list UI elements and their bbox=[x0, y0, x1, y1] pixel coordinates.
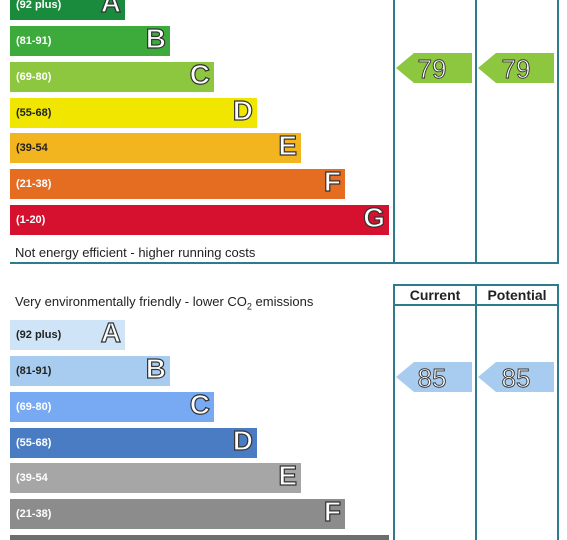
caption-prefix: Very environmentally friendly - lower CO bbox=[15, 294, 247, 309]
energy-current-divider bbox=[393, 0, 395, 264]
band-letter: B bbox=[145, 352, 166, 384]
band-range: (1-20) bbox=[16, 214, 46, 226]
energy-current-arrow-shape bbox=[396, 53, 472, 83]
environment-right-border bbox=[557, 284, 559, 540]
energy-band-d: (55-68) D bbox=[10, 94, 257, 128]
band-range: (92 plus) bbox=[16, 329, 62, 341]
energy-band-b: (81-91) B bbox=[10, 22, 170, 56]
environment-potential-arrow: 85 bbox=[478, 362, 554, 392]
band-range: (55-68) bbox=[16, 437, 52, 449]
band-range: (92 plus) bbox=[16, 0, 62, 11]
band-range: (39-54 bbox=[16, 142, 48, 154]
band-letter: F bbox=[323, 495, 341, 527]
band-range: (81-91) bbox=[16, 365, 52, 377]
energy-band-g: (1-20) G bbox=[10, 201, 389, 235]
column-header-current: Current bbox=[409, 287, 461, 303]
band-letter: C bbox=[189, 58, 210, 90]
energy-potential-arrow-shape bbox=[478, 53, 554, 83]
environment-header-caption: Very environmentally friendly - lower CO… bbox=[15, 294, 313, 312]
environment-band-c: (69-80) C bbox=[10, 388, 214, 422]
energy-band-e: (39-54 E bbox=[10, 129, 301, 163]
environment-current-value: 85 bbox=[418, 363, 447, 392]
energy-band-c: (69-80) C bbox=[10, 58, 214, 92]
band-letter: C bbox=[189, 388, 210, 420]
energy-footer-caption: Not energy efficient - higher running co… bbox=[15, 245, 256, 260]
energy-potential-value: 79 bbox=[502, 54, 531, 83]
energy-right-border bbox=[557, 0, 559, 264]
environment-band-a: (92 plus) A bbox=[10, 316, 125, 350]
band-letter: A bbox=[100, 0, 121, 19]
caption-suffix: emissions bbox=[251, 294, 314, 309]
band-range: (69-80) bbox=[16, 401, 52, 413]
environment-potential-divider bbox=[475, 284, 477, 540]
band-range: (21-38) bbox=[16, 508, 52, 520]
band-letter: D bbox=[232, 424, 253, 456]
band-range: (55-68) bbox=[16, 107, 52, 119]
environment-potential-arrow-shape bbox=[478, 362, 554, 392]
band-letter: E bbox=[278, 129, 298, 161]
energy-band-f: (21-38) F bbox=[10, 165, 345, 199]
environment-current-arrow: 85 bbox=[396, 362, 472, 392]
band-letter: G bbox=[363, 201, 386, 233]
band-letter: D bbox=[232, 94, 253, 126]
environment-band-b: (81-91) B bbox=[10, 352, 170, 386]
energy-current-value: 79 bbox=[418, 54, 447, 83]
energy-potential-arrow: 79 bbox=[478, 53, 554, 83]
band-letter: B bbox=[145, 22, 166, 54]
band-letter: E bbox=[278, 459, 298, 491]
band-range: (69-80) bbox=[16, 71, 52, 83]
environment-band-d: (55-68) D bbox=[10, 424, 257, 458]
caption-subscript: 2 bbox=[246, 301, 252, 312]
environment-potential-value: 85 bbox=[502, 363, 531, 392]
band-letter: F bbox=[323, 165, 341, 197]
environment-current-arrow-shape bbox=[396, 362, 472, 392]
energy-bottom-border bbox=[10, 262, 559, 264]
environment-current-divider bbox=[393, 284, 395, 540]
energy-band-a: (92 plus) A bbox=[10, 0, 125, 20]
environment-band-g-partial bbox=[10, 535, 389, 540]
environment-band-f: (21-38) F bbox=[10, 495, 345, 529]
environment-band-e: (39-54 E bbox=[10, 459, 301, 493]
energy-potential-divider bbox=[475, 0, 477, 264]
band-range: (39-54 bbox=[16, 472, 48, 484]
energy-current-arrow: 79 bbox=[396, 53, 472, 83]
band-range: (21-38) bbox=[16, 178, 52, 190]
band-range: (81-91) bbox=[16, 35, 52, 47]
band-letter: A bbox=[100, 316, 121, 348]
column-header-potential: Potential bbox=[487, 287, 547, 303]
